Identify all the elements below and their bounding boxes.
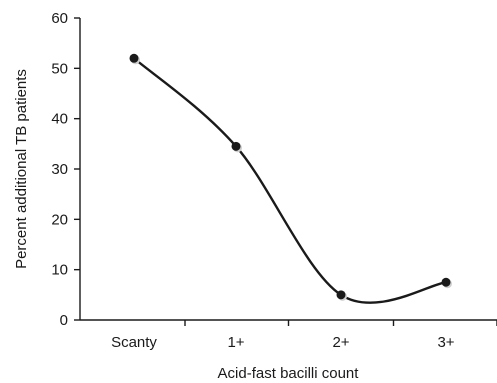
x-tick-label: Scanty [111,334,157,351]
y-tick-label: 0 [60,312,68,329]
y-tick-label: 10 [51,262,68,279]
series-group [129,53,452,304]
data-point [441,277,451,287]
x-tick-label: 1+ [227,334,244,351]
x-ticks: Scanty 1+ 2+ 3+ [111,320,497,351]
series-line [133,57,447,304]
y-tick-label: 60 [51,10,68,27]
data-point [129,53,139,63]
data-point [336,290,346,300]
y-tick-label: 20 [51,211,68,228]
axes [79,18,497,321]
y-tick-label: 50 [51,60,68,77]
y-axis-title: Percent additional TB patients [13,69,30,269]
x-tick-label: 3+ [437,334,454,351]
x-tick-label: 2+ [332,334,349,351]
y-tick-label: 30 [51,161,68,178]
data-point [231,141,241,151]
x-axis-title: Acid-fast bacilli count [218,365,360,382]
y-tick-label: 40 [51,111,68,128]
y-ticks: 0 10 20 30 40 50 60 [51,10,80,329]
